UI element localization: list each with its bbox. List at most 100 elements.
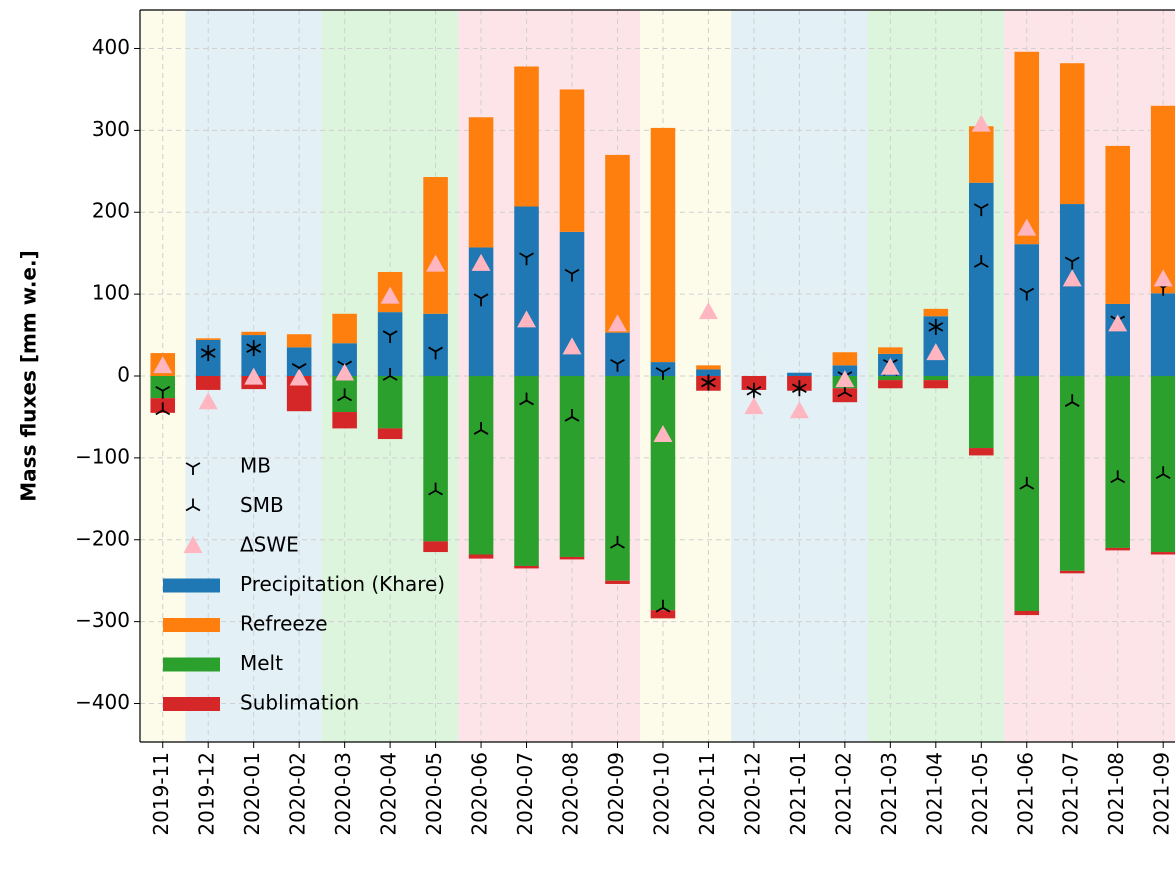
bar	[1059, 570, 1085, 574]
legend-label: Melt	[240, 651, 283, 675]
x-tick-label: 2019-12	[195, 752, 219, 836]
x-tick-label: 2020-11	[695, 752, 719, 836]
marker	[185, 498, 201, 512]
marker	[698, 302, 718, 320]
x-tick-label: 2021-03	[877, 752, 901, 836]
legend-swatch	[163, 697, 220, 711]
marker	[835, 370, 855, 388]
marker	[928, 318, 944, 332]
x-tick-label: 2019-11	[149, 752, 173, 836]
marker	[789, 401, 809, 419]
bar	[1150, 293, 1175, 376]
bar	[423, 541, 448, 553]
legend-swatch	[163, 618, 220, 632]
x-tick-label: 2020-01	[240, 752, 264, 836]
bar	[423, 376, 448, 542]
marker	[246, 343, 262, 357]
bar	[332, 313, 357, 344]
marker	[1062, 269, 1082, 287]
bar	[878, 380, 903, 389]
bar	[696, 365, 721, 370]
y-tick-label: 100	[92, 281, 130, 305]
marker	[519, 252, 534, 266]
y-tick-label: −300	[75, 608, 130, 632]
bar	[468, 117, 494, 248]
bars	[150, 51, 1175, 619]
marker	[926, 343, 946, 361]
y-tick-label: 300	[92, 117, 130, 141]
marker	[701, 374, 716, 388]
bar	[468, 554, 494, 559]
marker	[380, 286, 400, 304]
marker	[880, 357, 900, 375]
bar	[1059, 204, 1085, 376]
marker	[1108, 314, 1128, 332]
marker	[337, 388, 353, 402]
bar	[969, 126, 994, 183]
bar	[468, 376, 494, 555]
y-tick-label: −100	[75, 444, 130, 468]
legend-label: Sublimation	[240, 691, 359, 715]
marker	[564, 408, 580, 422]
marker	[973, 255, 989, 268]
marker	[746, 382, 762, 396]
bar	[195, 338, 221, 340]
bar	[1059, 63, 1085, 205]
axes: Mass fluxes [mm w.e.] −400 −300 −200 −100 0 1…	[17, 9, 1175, 836]
x-tick-label: 2021-02	[831, 752, 855, 836]
marker	[519, 392, 534, 406]
marker	[564, 268, 580, 282]
marker	[198, 392, 218, 410]
bar	[605, 580, 630, 584]
bar	[832, 388, 858, 403]
bar	[332, 412, 357, 429]
marker	[1017, 218, 1037, 236]
marker	[246, 340, 262, 353]
marker	[153, 356, 173, 374]
marker	[655, 367, 671, 380]
x-tick-label: 2021-06	[1013, 752, 1037, 836]
bar	[1014, 610, 1040, 616]
marker	[607, 314, 627, 332]
bar	[650, 362, 676, 376]
x-tick-label: 2020-08	[559, 752, 583, 836]
bar	[923, 308, 949, 317]
bar	[1105, 145, 1130, 304]
marker	[382, 368, 398, 381]
x-tick-label: 2020-10	[649, 752, 673, 836]
y-tick-label: 200	[92, 199, 130, 223]
bar	[514, 206, 539, 376]
bar	[559, 556, 585, 560]
marker	[973, 203, 989, 217]
bar	[832, 352, 858, 366]
bar	[650, 127, 676, 363]
marker	[183, 536, 203, 553]
bar	[969, 376, 994, 449]
y-tick-label: 0	[117, 363, 130, 387]
marker	[185, 462, 201, 475]
marker	[244, 367, 264, 385]
y-tick-label: −400	[75, 690, 130, 714]
legend-label: Precipitation (Khare)	[240, 572, 445, 596]
marker	[610, 535, 625, 549]
marker	[155, 402, 171, 416]
marker	[335, 363, 355, 381]
marker	[610, 358, 625, 372]
x-tick-label: 2021-04	[922, 752, 946, 836]
bar	[377, 312, 403, 376]
marker	[1019, 287, 1035, 301]
markers	[153, 114, 1173, 613]
bar	[377, 428, 403, 440]
bar	[787, 372, 812, 376]
x-tick-label: 2020-07	[513, 752, 537, 836]
x-tick-label: 2020-02	[286, 752, 310, 836]
x-tick-label: 2020-05	[422, 752, 446, 836]
marker	[155, 385, 171, 399]
marker	[1110, 470, 1126, 484]
y-axis-label: Mass fluxes [mm w.e.]	[17, 250, 41, 501]
bar	[1105, 547, 1130, 551]
marker	[1153, 269, 1173, 287]
marker	[971, 114, 991, 132]
marker	[928, 322, 944, 335]
marker	[473, 293, 489, 307]
